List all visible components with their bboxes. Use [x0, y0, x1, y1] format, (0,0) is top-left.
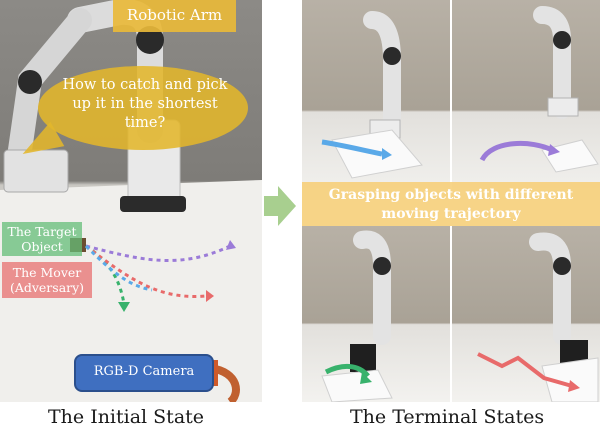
terminal-state-3 — [302, 226, 450, 402]
camera-icon — [74, 354, 214, 392]
terminal-states-caption: The Terminal States — [350, 406, 545, 428]
grasping-banner: Grasping objects with different moving t… — [302, 182, 600, 226]
terminal-state-2 — [452, 0, 600, 200]
mover-label: The Mover (Adversary) — [2, 262, 92, 298]
initial-state-photo: Robotic Arm How to catch and pick up it … — [0, 0, 262, 402]
target-object-label: The Target Object — [2, 222, 82, 256]
camera-label: RGB-D Camera — [93, 364, 195, 379]
robotic-arm-title-box — [113, 0, 236, 32]
initial-state-scene — [0, 0, 262, 402]
terminal-state-4 — [452, 226, 600, 402]
initial-state-caption: The Initial State — [48, 406, 205, 428]
terminal-state-1 — [302, 0, 450, 200]
question-text: How to catch and pick up it in the short… — [62, 77, 228, 131]
robotic-arm-title: Robotic Arm — [126, 6, 223, 24]
question-bubble — [38, 66, 248, 150]
